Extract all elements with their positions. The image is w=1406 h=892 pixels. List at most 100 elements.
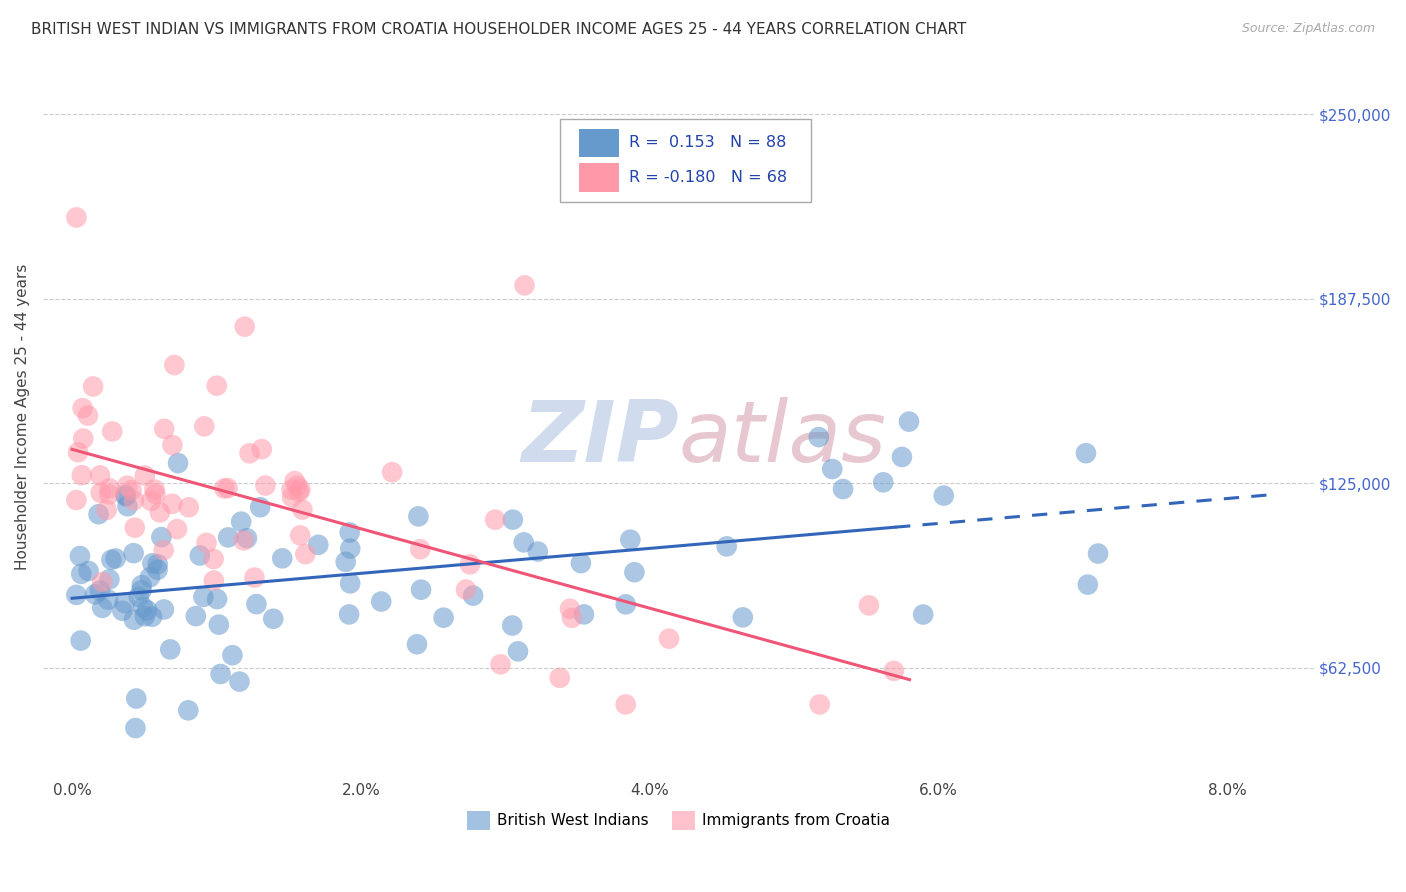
Point <box>98 573 121 587</box>
Point <box>284 474 307 488</box>
Point <box>285 479 308 493</box>
Point <box>339 525 361 540</box>
Point <box>898 415 921 429</box>
Point <box>132 599 155 614</box>
Point <box>307 538 329 552</box>
Point <box>463 589 485 603</box>
Point <box>166 522 188 536</box>
Point <box>193 419 215 434</box>
Point <box>87 507 110 521</box>
Point <box>262 612 284 626</box>
Point <box>221 648 243 663</box>
Point <box>153 602 176 616</box>
Text: R =  0.153   N = 88: R = 0.153 N = 88 <box>628 136 786 151</box>
Point <box>77 409 100 423</box>
Point <box>69 633 91 648</box>
Point <box>134 468 156 483</box>
Point <box>114 488 136 502</box>
Point <box>232 533 254 548</box>
Point <box>217 481 239 495</box>
Point <box>97 592 120 607</box>
Point <box>228 674 250 689</box>
Point <box>193 590 215 604</box>
Point <box>217 530 239 544</box>
Point <box>141 557 163 571</box>
Point <box>233 319 256 334</box>
Point <box>101 425 124 439</box>
Point <box>883 664 905 678</box>
Point <box>91 600 114 615</box>
Point <box>658 632 681 646</box>
Point <box>512 535 534 549</box>
Point <box>619 533 641 547</box>
Point <box>128 590 150 604</box>
Text: Source: ZipAtlas.com: Source: ZipAtlas.com <box>1241 22 1375 36</box>
Point <box>124 721 146 735</box>
Point <box>66 445 89 459</box>
Point <box>117 500 139 514</box>
Point <box>72 432 94 446</box>
Point <box>125 691 148 706</box>
Point <box>614 698 637 712</box>
Point <box>150 530 173 544</box>
Point <box>254 478 277 492</box>
Point <box>69 549 91 563</box>
Point <box>408 509 430 524</box>
Point <box>807 430 830 444</box>
Point <box>115 490 138 504</box>
Point <box>111 604 134 618</box>
Point <box>98 487 121 501</box>
Point <box>117 478 139 492</box>
Point <box>290 483 312 497</box>
Point <box>501 618 523 632</box>
Point <box>145 487 167 501</box>
Point <box>484 513 506 527</box>
Point <box>205 378 228 392</box>
Point <box>406 637 429 651</box>
Point <box>104 551 127 566</box>
Point <box>214 482 236 496</box>
Point <box>208 617 231 632</box>
Point <box>202 574 225 588</box>
Point <box>238 446 260 460</box>
Point <box>70 468 93 483</box>
Point <box>231 515 253 529</box>
Text: atlas: atlas <box>679 397 886 480</box>
Point <box>337 607 360 622</box>
Point <box>502 513 524 527</box>
Point <box>716 540 738 554</box>
Point <box>205 592 228 607</box>
Point <box>65 211 87 225</box>
Point <box>1077 577 1099 591</box>
Point <box>569 556 592 570</box>
Point <box>159 642 181 657</box>
Point <box>139 494 162 508</box>
Point <box>381 465 404 479</box>
Point <box>506 644 529 658</box>
Point <box>409 582 432 597</box>
Point <box>872 475 894 490</box>
Point <box>143 483 166 497</box>
Point <box>288 484 311 499</box>
Point <box>177 500 200 515</box>
Point <box>162 497 184 511</box>
Point <box>167 456 190 470</box>
Point <box>432 610 454 624</box>
Point <box>489 657 512 672</box>
Point <box>209 667 232 681</box>
Point <box>572 607 595 622</box>
Point <box>72 401 94 416</box>
Point <box>281 490 304 504</box>
Point <box>65 588 87 602</box>
Point <box>136 603 159 617</box>
Point <box>149 505 172 519</box>
Point <box>89 468 111 483</box>
Point <box>70 566 93 581</box>
Point <box>280 483 302 497</box>
Text: ZIP: ZIP <box>520 397 679 480</box>
Point <box>249 500 271 515</box>
Point <box>131 583 153 598</box>
Point <box>91 574 114 589</box>
Point <box>731 610 754 624</box>
Point <box>623 565 645 579</box>
